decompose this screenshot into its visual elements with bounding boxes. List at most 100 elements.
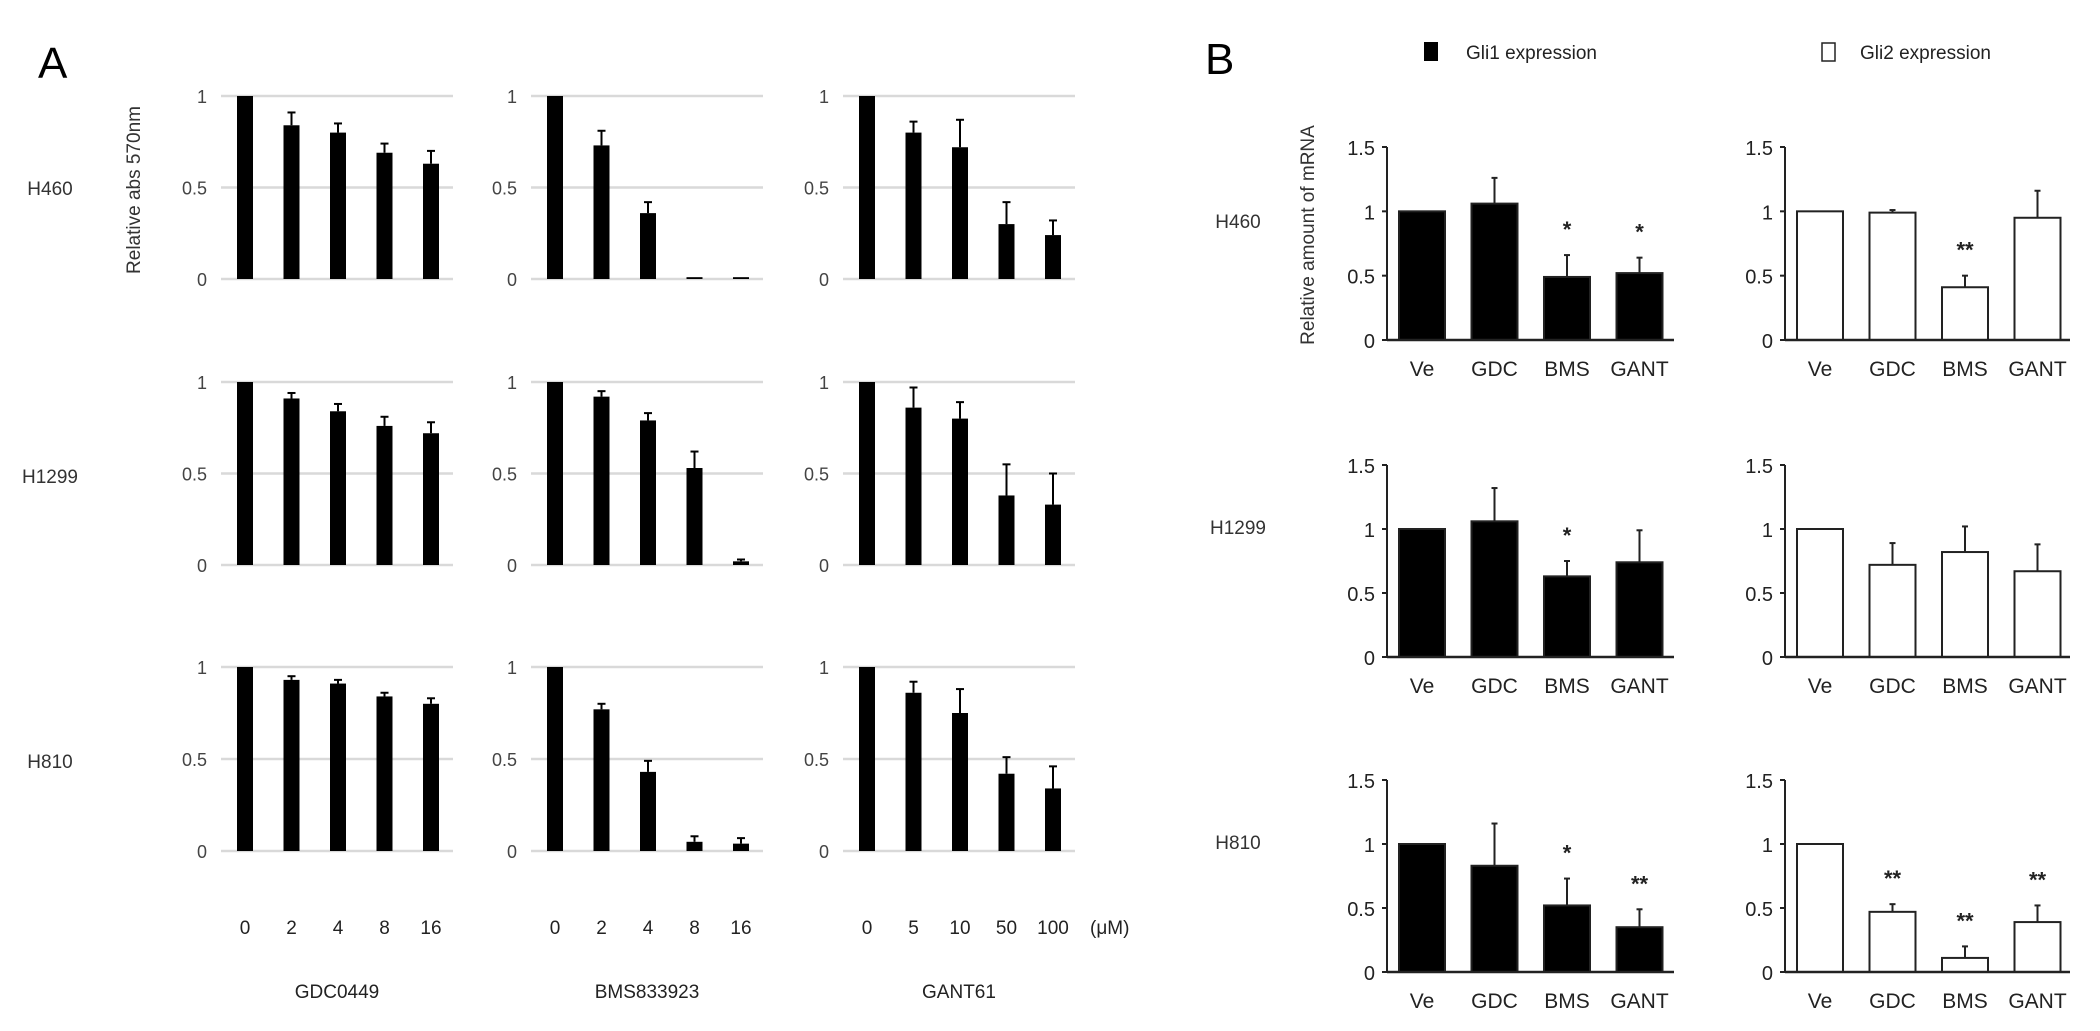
bar [1398,843,1446,973]
bar [640,771,656,851]
y-tick-label: 0 [507,556,517,576]
row-label-a-h810: H810 [27,752,72,773]
bar [952,418,968,565]
bar [1045,788,1061,851]
y-axis-label-b: Relative amount of mRNA [1298,125,1319,345]
y-tick-label: 0.5 [804,465,829,485]
y-tick-label: 1 [819,658,829,678]
bar [330,683,346,851]
x-tick-label: BMS [1544,990,1590,1013]
x-tick-label: GANT [1610,675,1669,698]
y-tick-label: 0.5 [804,750,829,770]
x-tick-label: 4 [333,918,344,939]
y-tick-label: 0 [197,556,207,576]
x-tick-label: GDC [1471,990,1518,1013]
x-tick-label: GDC [1471,675,1518,698]
x-tick-label: BMS [1942,358,1988,381]
x-tick-label: BMS [1544,675,1590,698]
bar [998,224,1015,279]
y-tick-label: 1 [1762,520,1773,542]
y-tick-label: 0.5 [1347,267,1375,289]
x-tick-label: 0 [240,918,251,939]
bar [330,411,346,565]
y-tick-label: 0 [507,270,517,290]
y-tick-label: 1 [819,87,829,107]
y-tick-label: 1 [197,658,207,678]
y-tick-label: 1.5 [1347,138,1375,160]
y-tick-label: 1 [1364,835,1375,857]
y-tick-label: 1 [507,373,517,393]
y-tick-label: 0 [1364,963,1375,985]
y-tick-label: 1.5 [1745,456,1773,478]
x-tick-label: 8 [379,918,390,939]
x-tick-label: 16 [730,918,751,939]
x-tick-label: 100 [1037,918,1069,939]
bar [1543,275,1591,342]
drug-label: BMS833923 [595,982,700,1003]
bar [593,145,610,279]
bar [376,152,393,279]
x-tick-label: GANT [2008,358,2067,381]
y-tick-label: 1 [507,658,517,678]
x-tick-label: BMS [1942,675,1988,698]
bar [593,709,610,851]
y-tick-label: 1 [1762,202,1773,224]
y-tick-label: 1 [1364,202,1375,224]
bar [283,125,300,279]
bar [640,420,656,565]
y-tick-label: 0 [197,270,207,290]
bar [1941,956,1989,973]
bar [686,841,703,851]
legend-gli1-label: Gli1 expression [1466,43,1597,64]
y-tick-label: 0 [1762,963,1773,985]
significance-marker: * [1563,523,1572,548]
bar [905,407,922,565]
x-tick-label: 4 [643,918,654,939]
bar [859,667,875,851]
bar [998,495,1015,565]
row-label-b-h810: H810 [1215,833,1260,854]
y-tick-label: 0.5 [1745,267,1773,289]
significance-marker: * [1563,217,1572,242]
significance-marker: * [1635,220,1644,245]
y-tick-label: 1 [1762,835,1773,857]
x-tick-label: GANT [2008,675,2067,698]
bar [952,713,968,851]
y-tick-label: 1 [507,87,517,107]
y-tick-label: 0.5 [492,750,517,770]
y-tick-label: 1 [819,373,829,393]
row-label-b-h1299: H1299 [1210,518,1266,539]
x-tick-label: GDC [1869,990,1916,1013]
bar [1796,528,1844,658]
bar [905,692,922,851]
y-tick-label: 0 [1762,648,1773,670]
bar [733,561,749,565]
bar [640,213,656,279]
x-tick-label: 0 [550,918,561,939]
x-tick-label: GANT [1610,358,1669,381]
bar [376,696,393,851]
bar [1796,210,1844,341]
bar [952,147,968,279]
x-tick-label: Ve [1410,675,1435,698]
bar [547,667,563,851]
bar [1398,210,1446,341]
bar [237,667,253,851]
x-tick-label: 8 [689,918,700,939]
y-tick-label: 0.5 [182,465,207,485]
y-tick-label: 1.5 [1347,456,1375,478]
y-tick-label: 1.5 [1745,771,1773,793]
bar [1941,286,1989,342]
significance-marker: ** [2029,867,2047,892]
x-tick-label: GDC [1471,358,1518,381]
x-tick-label: 50 [996,918,1017,939]
y-tick-label: 0 [507,842,517,862]
y-tick-label: 0 [819,270,829,290]
y-tick-label: 1 [197,373,207,393]
x-tick-label: GANT [2008,990,2067,1013]
y-tick-label: 0.5 [492,465,517,485]
panel-a-label: A [38,39,68,88]
significance-marker: ** [1631,871,1649,896]
bar [1796,843,1844,973]
bar [1398,528,1446,658]
